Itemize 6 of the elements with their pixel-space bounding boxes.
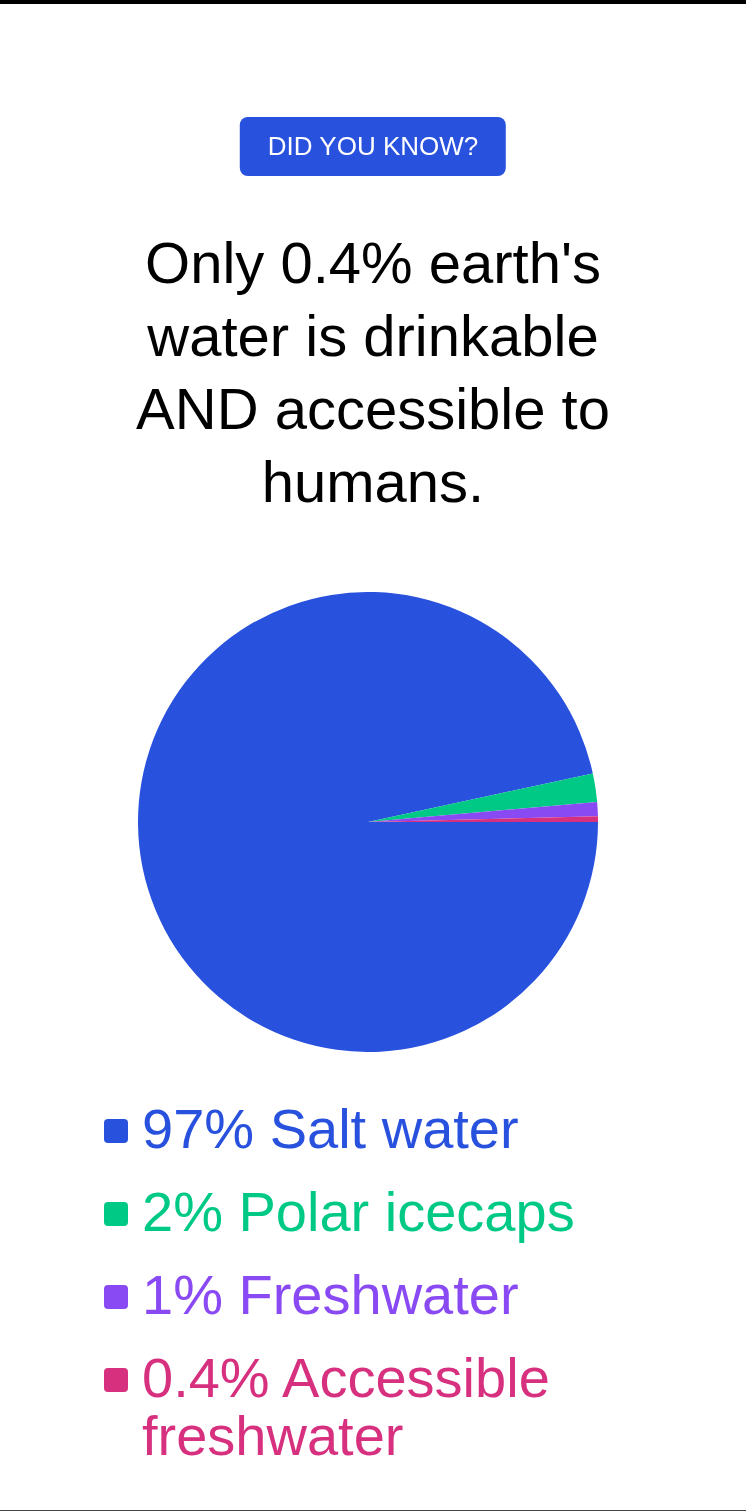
legend-label: 2% Polar icecaps bbox=[142, 1180, 576, 1243]
chart-subtitle: DID YOU KNOW? bbox=[239, 117, 507, 176]
chart-title: Only 0.4% earth's water is drinkable AND accessible to humans. bbox=[135, 229, 611, 516]
legend-label: 97% Salt water bbox=[142, 1097, 520, 1160]
legend-label: 1% Freshwater bbox=[142, 1263, 520, 1326]
legend-label: 0.4% Accessible freshwater bbox=[142, 1346, 551, 1467]
